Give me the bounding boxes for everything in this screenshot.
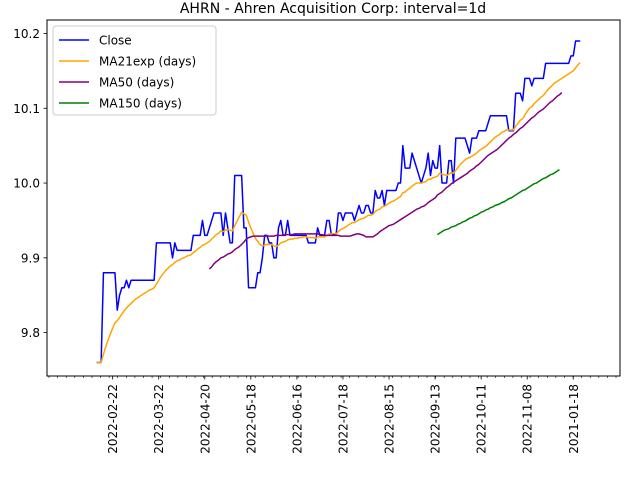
x-tick-label-4: 2022-06-16 <box>290 384 304 454</box>
y-tick-label-3: 10.1 <box>13 102 40 116</box>
series-line-2 <box>209 93 561 269</box>
x-tick-label-7: 2022-09-13 <box>429 384 443 454</box>
y-tick-label-2: 10.0 <box>13 177 40 191</box>
x-tick-label-8: 2022-10-11 <box>475 384 489 454</box>
x-tick-label-0: 2022-02-22 <box>106 384 120 454</box>
x-tick-label-3: 2022-05-18 <box>244 384 258 454</box>
legend-label-0: Close <box>99 34 132 48</box>
x-tick-label-2: 2022-04-20 <box>198 384 212 454</box>
legend-label-2: MA50 (days) <box>99 76 174 90</box>
series-line-3 <box>437 170 559 235</box>
x-tick-label-5: 2022-07-18 <box>336 384 350 454</box>
legend-label-3: MA150 (days) <box>99 97 182 111</box>
x-tick-label-1: 2022-03-22 <box>152 384 166 454</box>
x-tick-label-10: 2021-01-18 <box>567 384 581 454</box>
y-tick-label-4: 10.2 <box>13 27 40 41</box>
y-axis: 9.8 9.9 10.0 10.1 10.2 <box>13 27 47 340</box>
x-tick-label-9: 2022-11-08 <box>521 384 535 454</box>
x-tick-label-6: 2022-08-15 <box>383 384 397 454</box>
chart-title: AHRN - Ahren Acquisition Corp: interval=… <box>180 1 486 17</box>
legend: Close MA21exp (days) MA50 (days) MA150 (day… <box>53 26 216 115</box>
y-tick-label-0: 9.8 <box>21 326 40 340</box>
y-tick-label-1: 9.9 <box>21 251 40 265</box>
legend-label-1: MA21exp (days) <box>99 55 196 69</box>
x-axis: 2022-02-22 2022-03-22 2022-04-20 2022-05-18… <box>49 376 616 454</box>
